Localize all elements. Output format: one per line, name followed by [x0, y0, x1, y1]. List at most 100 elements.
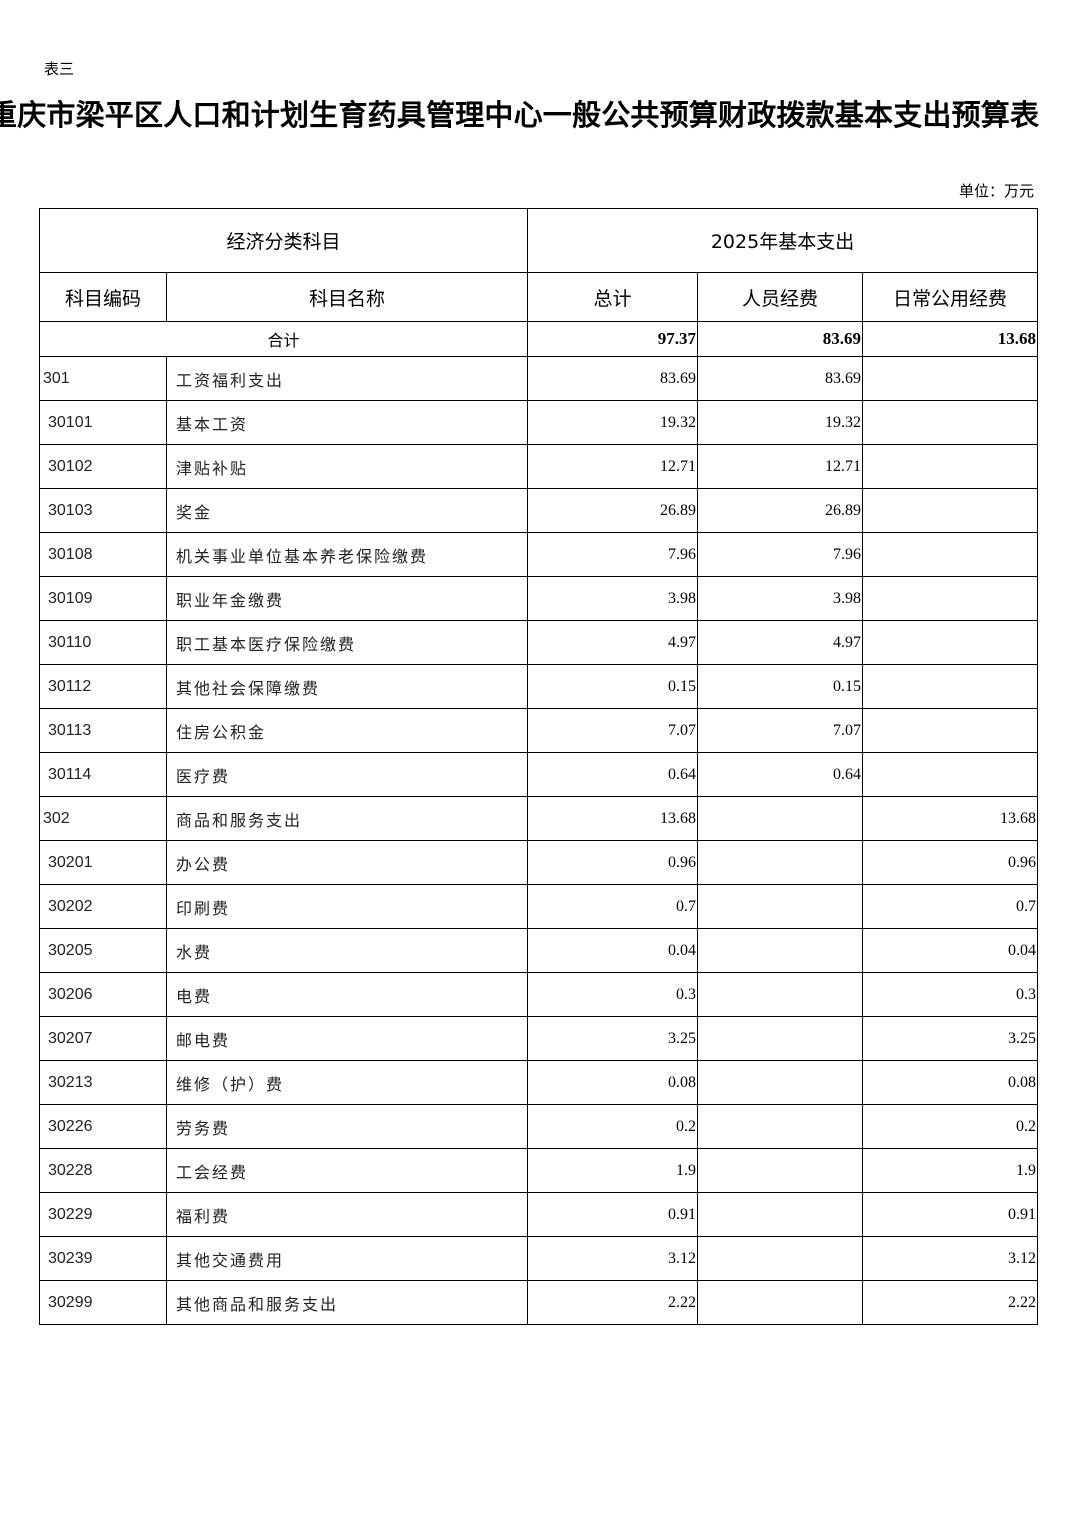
row-name: 印刷费: [165, 884, 529, 929]
row-public: 3.12: [862, 1236, 1039, 1281]
row-personnel: 0.15: [697, 664, 864, 709]
row-name: 其他社会保障缴费: [165, 664, 529, 709]
row-total: 0.15: [527, 664, 699, 709]
header-total: 总计: [527, 272, 699, 322]
row-total: 0.3: [527, 972, 699, 1017]
row-personnel: 4.97: [697, 620, 864, 665]
table-row: 30114 医疗费 0.64 0.64: [39, 752, 1039, 797]
row-public: 0.96: [862, 840, 1039, 885]
row-name: 办公费: [165, 840, 529, 885]
row-code: 301: [39, 356, 167, 401]
page-title: 重庆市梁平区人口和计划生育药具管理中心一般公共预算财政拨款基本支出预算表: [0, 98, 1040, 132]
row-code: 30213: [39, 1060, 167, 1105]
row-public: 13.68: [862, 796, 1039, 841]
row-personnel: [697, 840, 864, 885]
row-name: 职业年金缴费: [165, 576, 529, 621]
row-code: 30102: [39, 444, 167, 489]
row-personnel: 3.98: [697, 576, 864, 621]
row-code: 302: [39, 796, 167, 841]
row-public: [862, 444, 1039, 489]
row-public: 2.22: [862, 1280, 1039, 1325]
row-total: 0.64: [527, 752, 699, 797]
table-row: 30202 印刷费 0.7 0.7: [39, 884, 1039, 929]
row-total: 83.69: [527, 356, 699, 401]
row-total: 0.08: [527, 1060, 699, 1105]
row-public: [862, 664, 1039, 709]
row-name: 其他交通费用: [165, 1236, 529, 1281]
row-code: 30112: [39, 664, 167, 709]
row-code: 30299: [39, 1280, 167, 1325]
row-personnel: [697, 928, 864, 973]
row-name: 邮电费: [165, 1016, 529, 1061]
row-total: 0.91: [527, 1192, 699, 1237]
row-name: 商品和服务支出: [165, 796, 529, 841]
total-label: 合计: [38, 321, 529, 357]
table-row: 30239 其他交通费用 3.12 3.12: [39, 1236, 1039, 1281]
row-total: 0.96: [527, 840, 699, 885]
row-personnel: [697, 1104, 864, 1149]
header-basic-expenditure: 2025年基本支出: [527, 208, 1039, 273]
row-personnel: [697, 884, 864, 929]
header-economic-category: 经济分类科目: [38, 208, 529, 273]
row-code: 30114: [39, 752, 167, 797]
row-name: 福利费: [165, 1192, 529, 1237]
row-personnel: [697, 1060, 864, 1105]
row-total: 0.7: [527, 884, 699, 929]
row-code: 30109: [39, 576, 167, 621]
table-row: 302 商品和服务支出 13.68 13.68: [39, 796, 1039, 841]
row-name: 电费: [165, 972, 529, 1017]
table-row: 30205 水费 0.04 0.04: [39, 928, 1039, 973]
table-row: 30102 津贴补贴 12.71 12.71: [39, 444, 1039, 489]
row-code: 30239: [39, 1236, 167, 1281]
row-public: [862, 356, 1039, 401]
table-row: 301 工资福利支出 83.69 83.69: [39, 356, 1039, 401]
row-total: 26.89: [527, 488, 699, 533]
row-code: 30202: [39, 884, 167, 929]
row-code: 30103: [39, 488, 167, 533]
row-public: [862, 488, 1039, 533]
row-personnel: [697, 1016, 864, 1061]
table-row: 30112 其他社会保障缴费 0.15 0.15: [39, 664, 1039, 709]
table-row: 30108 机关事业单位基本养老保险缴费 7.96 7.96: [39, 532, 1039, 577]
row-public: 0.7: [862, 884, 1039, 929]
total-total: 97.37: [527, 321, 699, 357]
row-public: [862, 620, 1039, 665]
header-code: 科目编码: [39, 272, 167, 322]
row-personnel: 7.96: [697, 532, 864, 577]
row-total: 4.97: [527, 620, 699, 665]
row-name: 医疗费: [165, 752, 529, 797]
table-label: 表三: [44, 60, 75, 78]
row-code: 30226: [39, 1104, 167, 1149]
table-row: 30207 邮电费 3.25 3.25: [39, 1016, 1039, 1061]
row-personnel: [697, 972, 864, 1017]
row-public: 0.04: [862, 928, 1039, 973]
row-code: 30205: [39, 928, 167, 973]
row-total: 3.98: [527, 576, 699, 621]
table-row: 30229 福利费 0.91 0.91: [39, 1192, 1039, 1237]
unit-label: 单位：万元: [958, 182, 1034, 200]
row-code: 30228: [39, 1148, 167, 1193]
row-total: 12.71: [527, 444, 699, 489]
row-code: 30108: [39, 532, 167, 577]
table-row: 30103 奖金 26.89 26.89: [39, 488, 1039, 533]
row-public: [862, 532, 1039, 577]
budget-table: 经济分类科目 2025年基本支出 科目编码 科目名称 总计 人员经费 日常公用经…: [38, 208, 1039, 1325]
row-name: 住房公积金: [165, 708, 529, 753]
row-public: 0.3: [862, 972, 1039, 1017]
row-code: 30229: [39, 1192, 167, 1237]
row-code: 30101: [39, 400, 167, 445]
row-public: [862, 752, 1039, 797]
table-row: 30201 办公费 0.96 0.96: [39, 840, 1039, 885]
row-name: 机关事业单位基本养老保险缴费: [165, 532, 529, 577]
row-total: 3.12: [527, 1236, 699, 1281]
total-public: 13.68: [862, 321, 1039, 357]
row-personnel: [697, 796, 864, 841]
table-row: 30110 职工基本医疗保险缴费 4.97 4.97: [39, 620, 1039, 665]
table-row: 30206 电费 0.3 0.3: [39, 972, 1039, 1017]
row-name: 劳务费: [165, 1104, 529, 1149]
row-public: 0.08: [862, 1060, 1039, 1105]
table-row: 30299 其他商品和服务支出 2.22 2.22: [39, 1280, 1039, 1325]
row-name: 职工基本医疗保险缴费: [165, 620, 529, 665]
row-code: 30207: [39, 1016, 167, 1061]
